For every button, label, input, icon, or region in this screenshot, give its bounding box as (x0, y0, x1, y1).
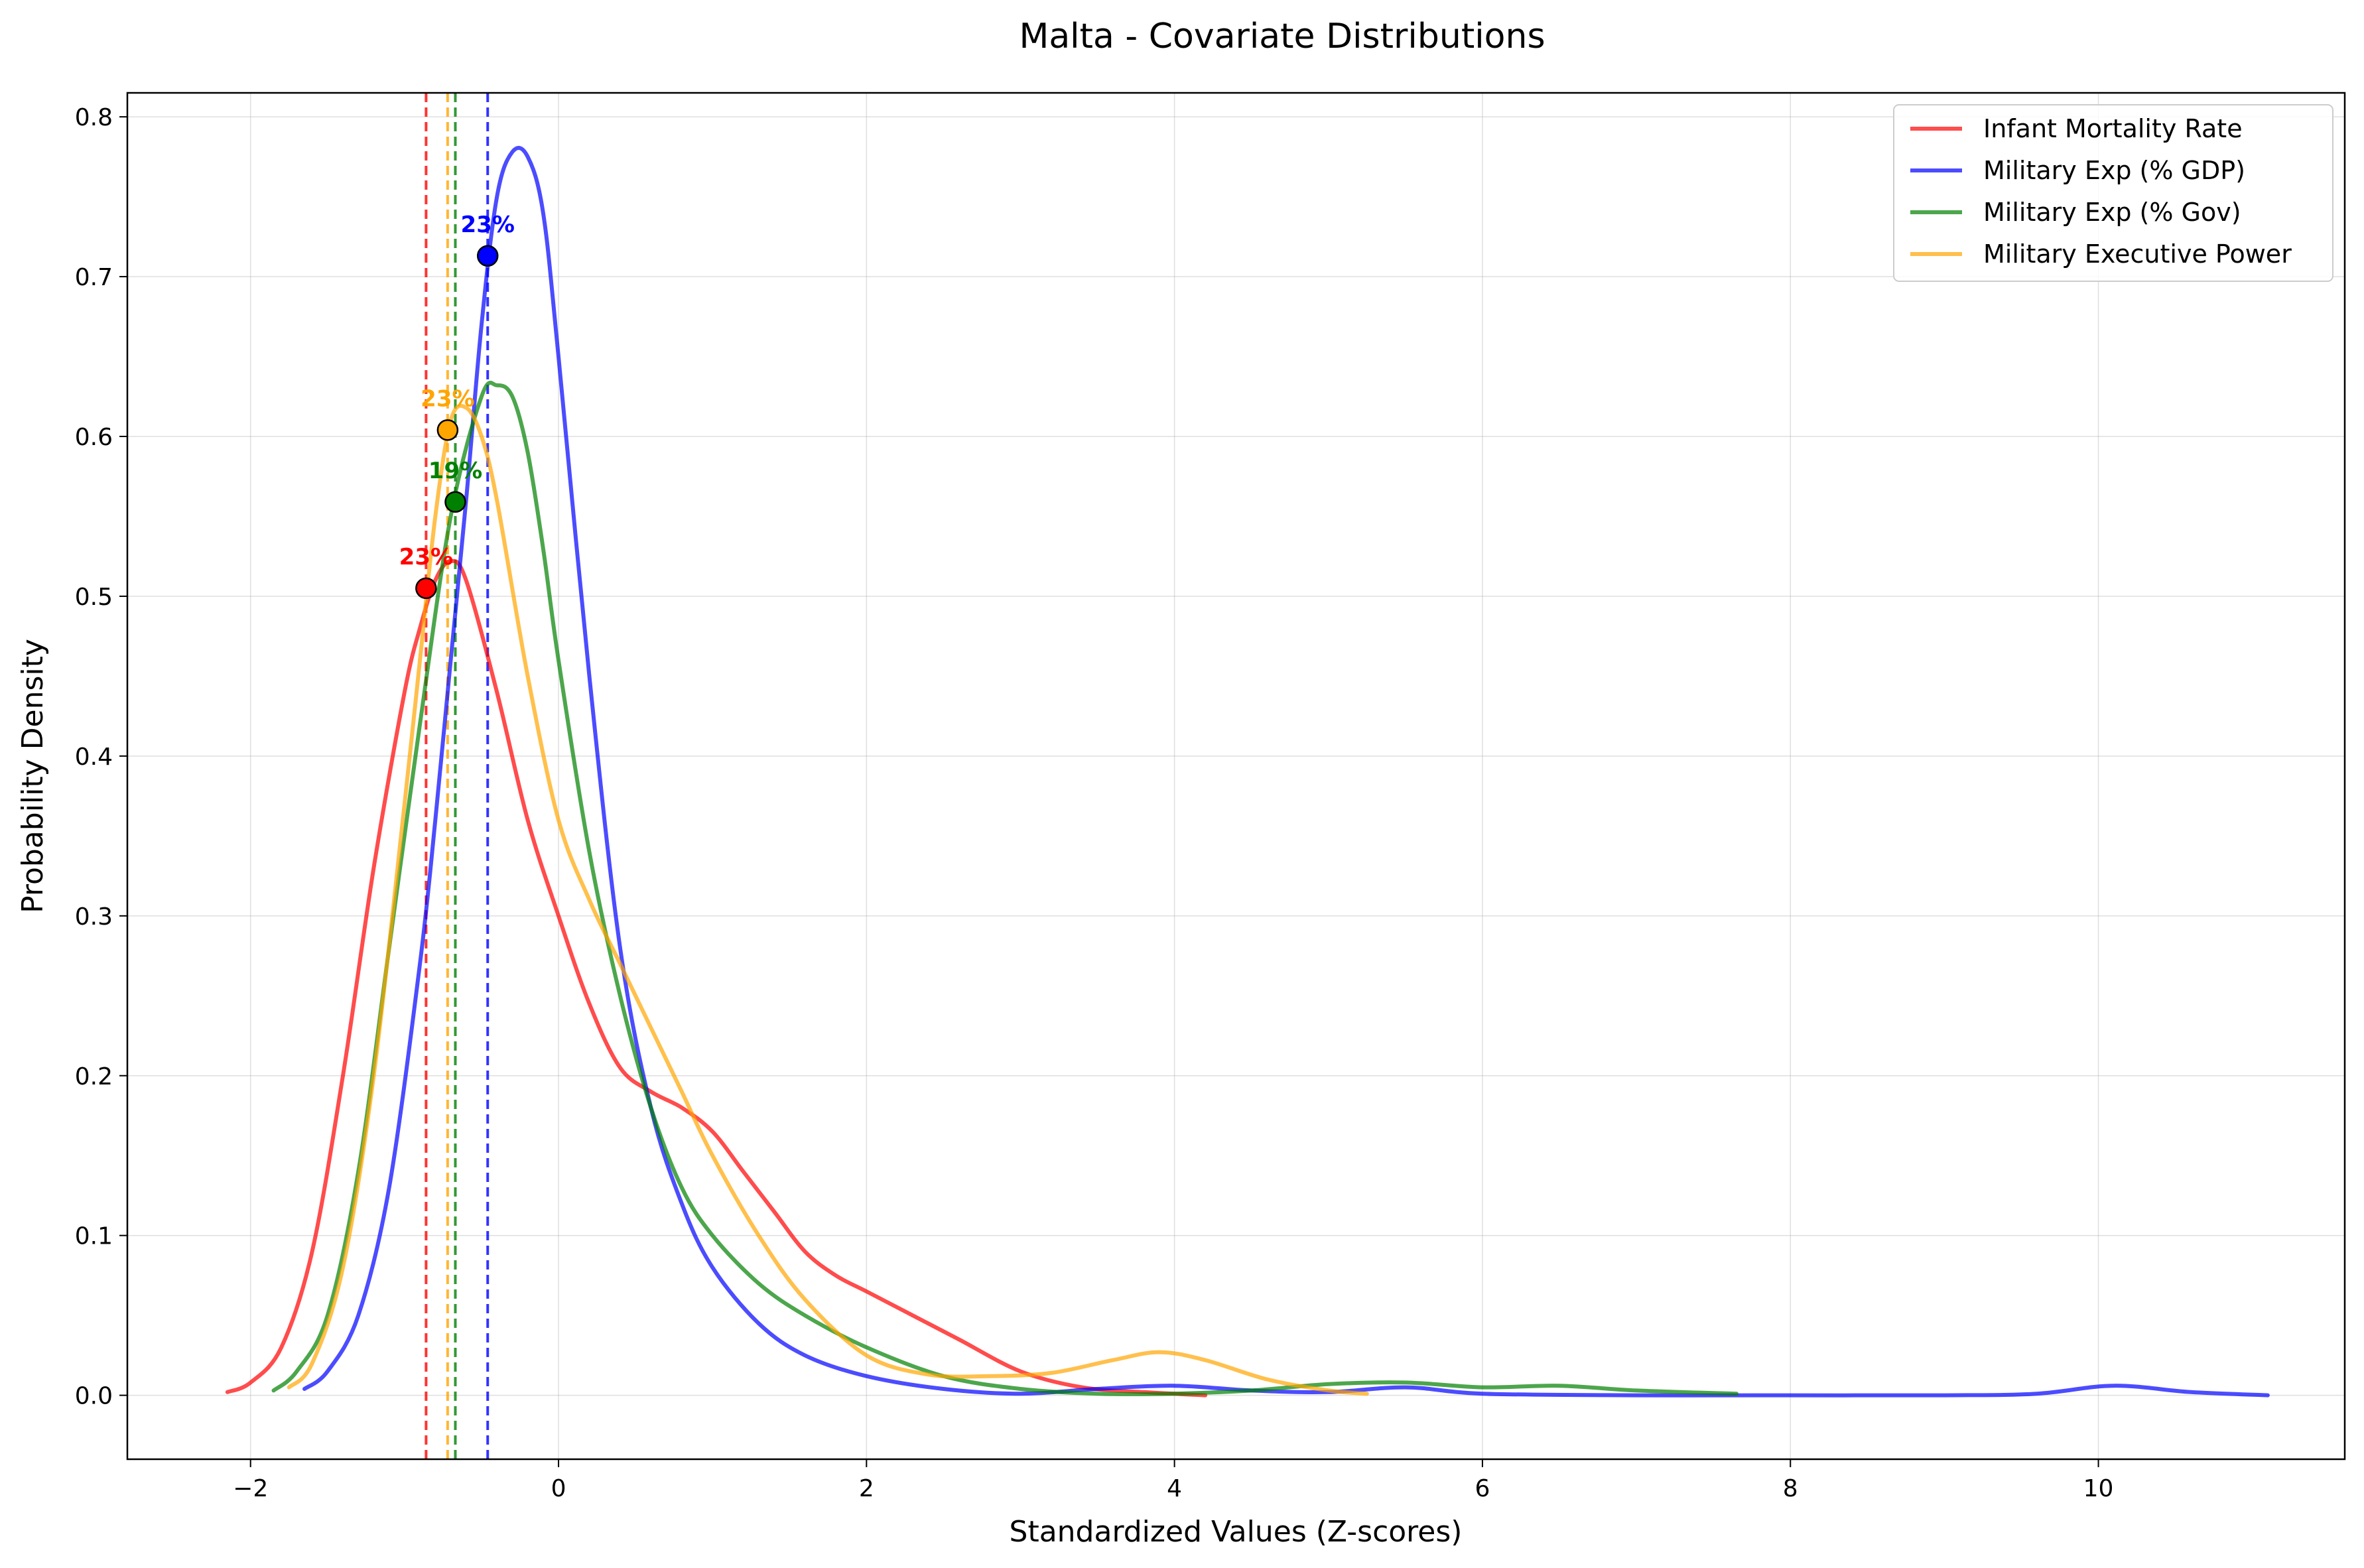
legend-box (1893, 104, 2333, 282)
x-tick-label: 4 (1167, 1475, 1182, 1502)
marker-label-military-executive-power: 23% (421, 385, 474, 412)
y-tick-label: 0.0 (75, 1383, 113, 1410)
chart-title: Malta - Covariate Distributions (1019, 17, 1545, 56)
y-tick-label: 0.2 (75, 1063, 113, 1090)
y-tick-label: 0.7 (75, 264, 113, 291)
grid (127, 93, 2345, 1459)
x-tick-label: 8 (1783, 1475, 1798, 1502)
legend-label-infant-mortality-rate: Infant Mortality Rate (1983, 114, 2243, 143)
marker-infant-mortality-rate (415, 577, 437, 600)
marker-military-executive-power (436, 419, 459, 441)
curve-military-exp-gdp (302, 145, 2270, 1398)
x-tick-label: 6 (1475, 1475, 1490, 1502)
y-tick-label: 0.3 (75, 903, 113, 931)
density-curves (225, 145, 2270, 1398)
x-tick-label: 10 (2083, 1475, 2114, 1502)
y-tick-label: 0.1 (75, 1223, 113, 1250)
point-markers: 23% 23% 19% 23% (399, 212, 515, 600)
y-tick-label: 0.4 (75, 744, 113, 771)
reference-lines (425, 93, 490, 1459)
x-tick-label: −2 (233, 1475, 268, 1502)
legend-label-military-executive-power: Military Executive Power (1983, 239, 2292, 269)
marker-label-infant-mortality-rate: 23% (399, 544, 453, 570)
y-tick-label: 0.5 (75, 584, 113, 611)
y-tick-label: 0.8 (75, 104, 113, 131)
y-axis-label: Probability Density (16, 639, 50, 913)
x-tick-label: 2 (859, 1475, 874, 1502)
y-tick-label: 0.6 (75, 424, 113, 451)
x-axis-ticks: −2 0 2 4 6 8 10 (233, 1459, 2113, 1502)
curve-military-exp-gov (271, 381, 1739, 1396)
marker-military-exp-gov (444, 491, 466, 513)
legend-label-military-exp-gov: Military Exp (% Gov) (1983, 198, 2241, 227)
marker-military-exp-gdp (476, 245, 499, 267)
plot-frame (126, 92, 2346, 1461)
marker-label-military-exp-gov: 19% (428, 458, 482, 484)
marker-label-military-exp-gdp: 23% (461, 212, 515, 238)
x-axis-label: Standardized Values (Z-scores) (1010, 1515, 1463, 1549)
legend: Infant Mortality Rate Military Exp (% GDP… (1893, 104, 2333, 282)
curve-infant-mortality-rate (225, 558, 1208, 1398)
x-tick-label: 0 (551, 1475, 566, 1502)
curve-military-executive-power (287, 403, 1369, 1396)
legend-label-military-exp-gdp: Military Exp (% GDP) (1983, 156, 2245, 185)
y-axis-ticks: 0.0 0.1 0.2 0.3 0.4 0.5 0.6 0.7 0.8 (75, 104, 127, 1410)
